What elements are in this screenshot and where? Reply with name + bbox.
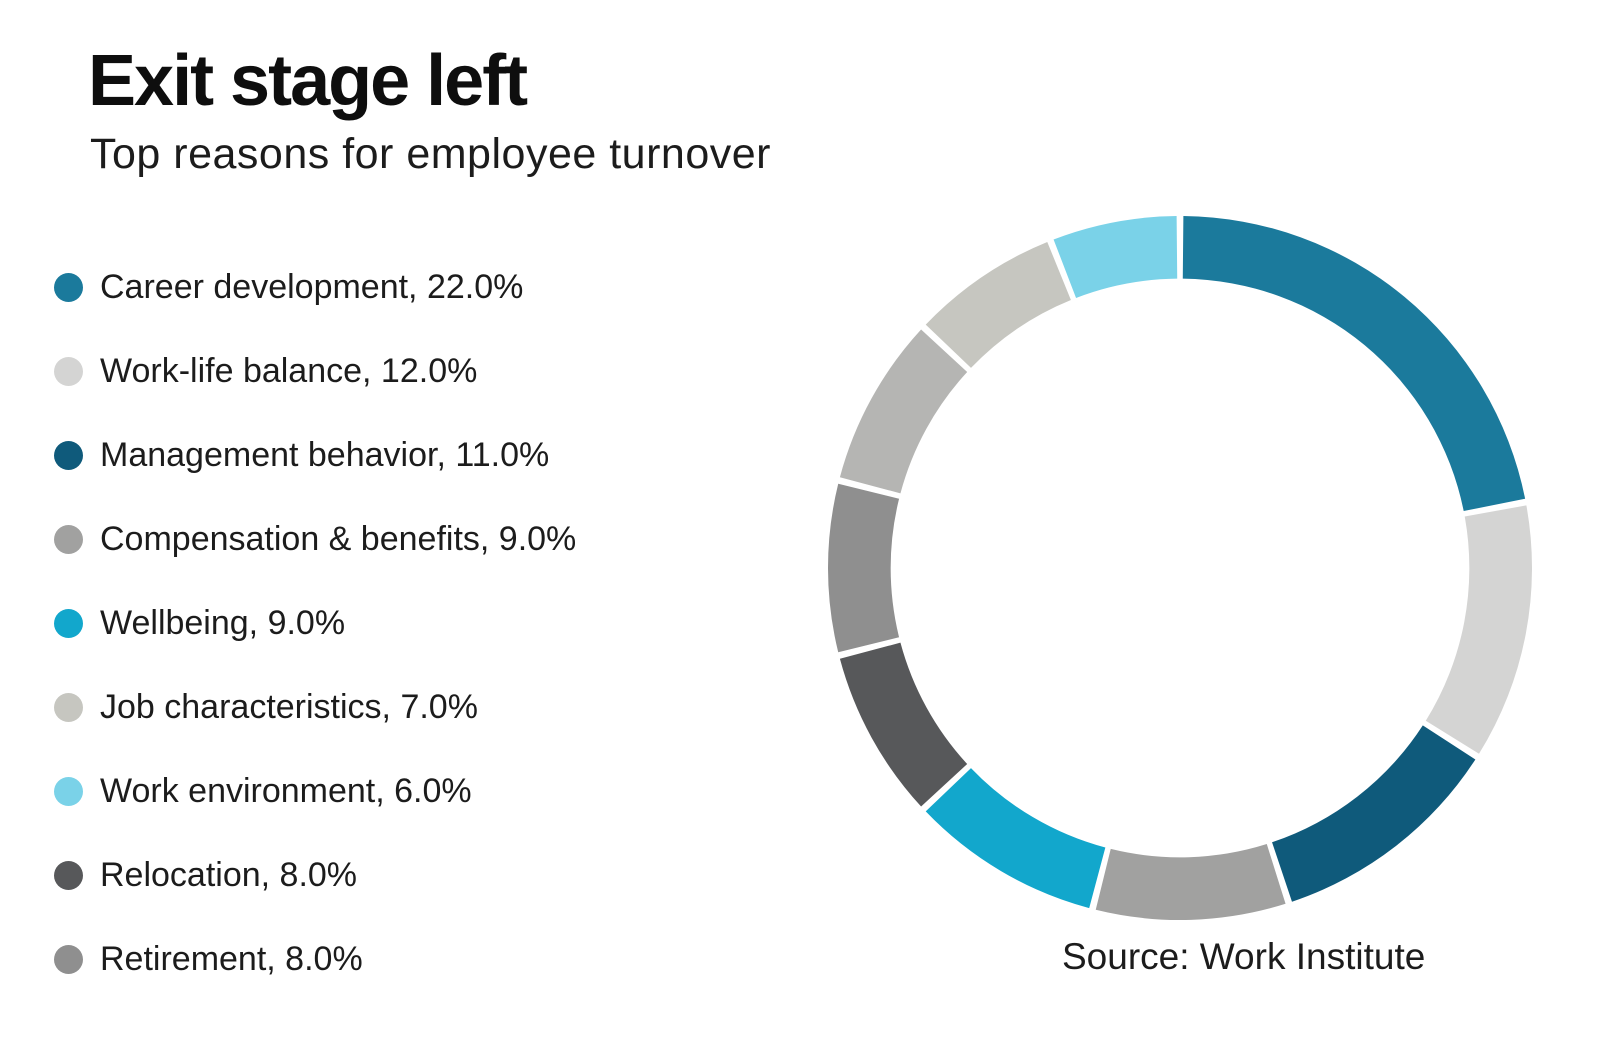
legend-item: Relocation, 8.0% xyxy=(54,833,694,917)
legend-item: Job characteristics, 7.0% xyxy=(54,665,694,749)
legend-swatch xyxy=(54,608,83,638)
donut-chart xyxy=(827,216,1532,921)
donut-segment xyxy=(1182,216,1526,512)
legend-item-label: Job characteristics, 7.0% xyxy=(100,687,478,726)
legend-item: Retirement, 8.0% xyxy=(54,917,694,1001)
legend-item: Work environment, 6.0% xyxy=(54,749,694,833)
legend-swatch xyxy=(54,944,83,974)
donut-segment xyxy=(839,329,968,494)
legend-item: Management behavior, 11.0% xyxy=(54,413,694,497)
legend-swatch xyxy=(54,272,83,302)
donut-segment xyxy=(1425,505,1532,754)
legend-item: Career development, 22.0% xyxy=(54,245,694,329)
donut-segment xyxy=(1053,216,1178,298)
donut-segment xyxy=(1272,725,1476,902)
donut-segment xyxy=(925,768,1106,909)
legend-item: Wellbeing, 9.0% xyxy=(54,581,694,665)
legend-item: Work-life balance, 12.0% xyxy=(54,329,694,413)
legend-item-label: Work-life balance, 12.0% xyxy=(100,351,478,390)
chart-title: Exit stage left xyxy=(88,41,528,121)
legend-item-label: Retirement, 8.0% xyxy=(100,939,363,978)
donut-segment xyxy=(1095,844,1286,921)
legend-swatch xyxy=(54,860,83,890)
donut-segment xyxy=(827,483,900,653)
legend-swatch xyxy=(54,440,83,470)
legend-item-label: Career development, 22.0% xyxy=(100,267,524,306)
legend-item-label: Management behavior, 11.0% xyxy=(100,435,550,474)
legend-item: Compensation & benefits, 9.0% xyxy=(54,497,694,581)
legend-item-label: Compensation & benefits, 9.0% xyxy=(100,519,577,558)
legend-swatch xyxy=(54,524,83,554)
legend-swatch xyxy=(54,356,83,386)
legend: Career development, 22.0% Work-life balan… xyxy=(54,245,694,1001)
legend-swatch xyxy=(54,776,83,806)
legend-item-label: Work environment, 6.0% xyxy=(100,771,472,810)
chart-subtitle: Top reasons for employee turnover xyxy=(90,130,771,178)
donut-segment xyxy=(925,241,1071,368)
donut-segment xyxy=(839,642,968,807)
legend-swatch xyxy=(54,692,83,722)
legend-item-label: Wellbeing, 9.0% xyxy=(100,603,346,642)
legend-item-label: Relocation, 8.0% xyxy=(100,855,358,894)
source-note: Source: Work Institute xyxy=(1062,936,1426,977)
